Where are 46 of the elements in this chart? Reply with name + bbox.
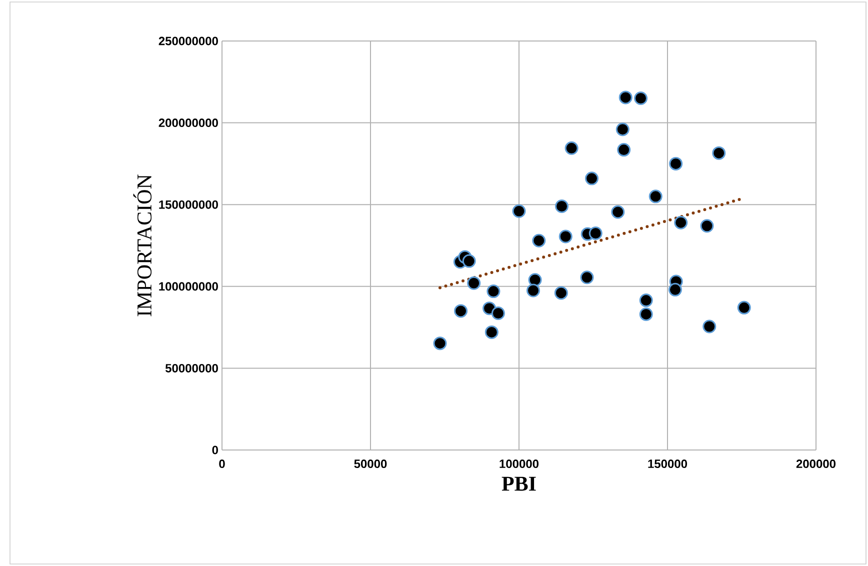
- point: [564, 141, 578, 155]
- point: [462, 254, 476, 268]
- point: [611, 205, 625, 219]
- point: [634, 92, 648, 106]
- point: [528, 273, 542, 287]
- point: [558, 230, 572, 244]
- point: [669, 156, 683, 170]
- point: [617, 143, 631, 157]
- point: [585, 172, 599, 186]
- point: [618, 90, 632, 104]
- point: [486, 284, 500, 298]
- point: [639, 307, 653, 321]
- point: [555, 199, 569, 213]
- point: [616, 122, 630, 136]
- point: [674, 216, 688, 230]
- point: [491, 306, 505, 320]
- point: [700, 219, 714, 233]
- point: [702, 320, 716, 334]
- x-tick-label: 150000: [648, 460, 688, 468]
- x-tick-label: 0: [219, 460, 225, 468]
- point: [526, 284, 540, 298]
- x-tick-label: 200000: [796, 460, 836, 468]
- point: [554, 286, 568, 300]
- point: [484, 325, 498, 339]
- point: [712, 146, 726, 160]
- point: [580, 270, 594, 284]
- point: [588, 226, 602, 240]
- y-tick-label: 100000000: [159, 282, 218, 291]
- point: [639, 294, 653, 308]
- x-tick-label: 50000: [354, 460, 387, 468]
- y-tick-label: 150000000: [159, 200, 218, 209]
- point: [737, 300, 751, 314]
- y-axis-title: IMPORTACIÓN: [133, 174, 152, 316]
- y-tick-label: 50000000: [165, 364, 218, 372]
- point: [512, 204, 526, 218]
- y-tick-label: 200000000: [158, 118, 218, 128]
- x-tick-label: 100000: [500, 460, 539, 468]
- y-tick-label: 250000000: [158, 36, 218, 46]
- x-axis-title: PBI: [502, 476, 536, 491]
- point: [433, 336, 447, 350]
- point: [467, 276, 481, 290]
- point: [668, 282, 682, 296]
- y-tick-label: 0: [212, 446, 218, 454]
- point: [532, 234, 546, 248]
- point: [648, 190, 662, 204]
- point: [454, 304, 468, 318]
